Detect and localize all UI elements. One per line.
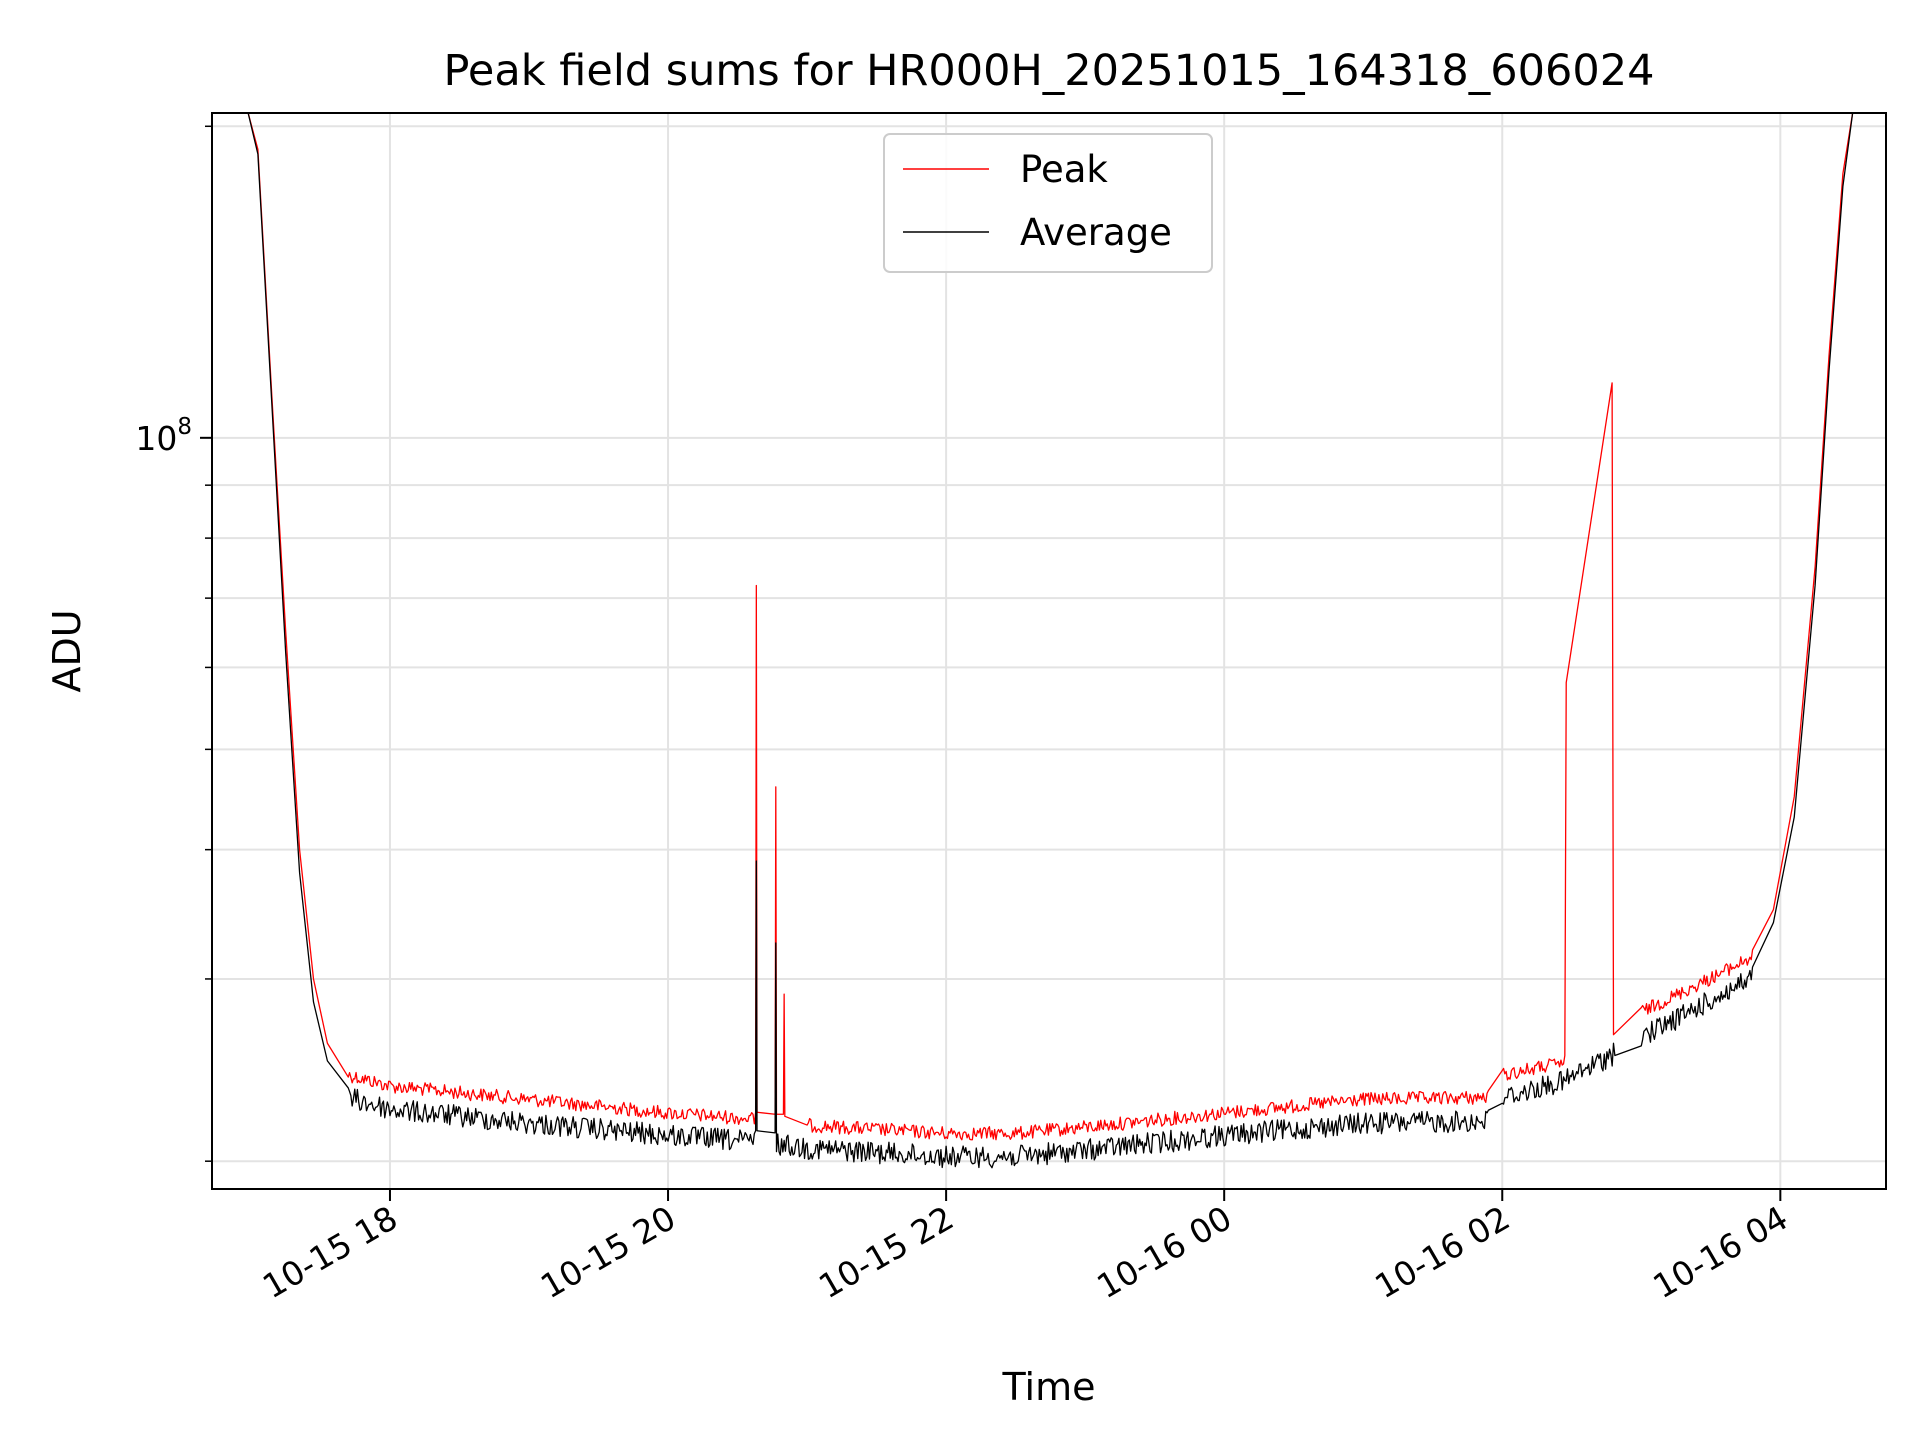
legend-label-peak: Peak	[1020, 148, 1108, 191]
plot-frame	[211, 112, 1887, 1190]
y-tick-label: 108	[135, 414, 192, 458]
series-line-peak	[212, 113, 1886, 1141]
y-axis-label: ADU	[45, 609, 89, 692]
series-layer	[212, 113, 1886, 1169]
y-axis: 108	[135, 125, 212, 1162]
x-axis-label: Time	[1002, 1365, 1096, 1409]
series-line-average	[212, 113, 1886, 1169]
legend-label-average: Average	[1020, 211, 1172, 254]
legend: Peak Average	[883, 133, 1213, 273]
grid	[212, 113, 1886, 1189]
chart-title: Peak field sums for HR000H_20251015_1643…	[444, 46, 1655, 96]
